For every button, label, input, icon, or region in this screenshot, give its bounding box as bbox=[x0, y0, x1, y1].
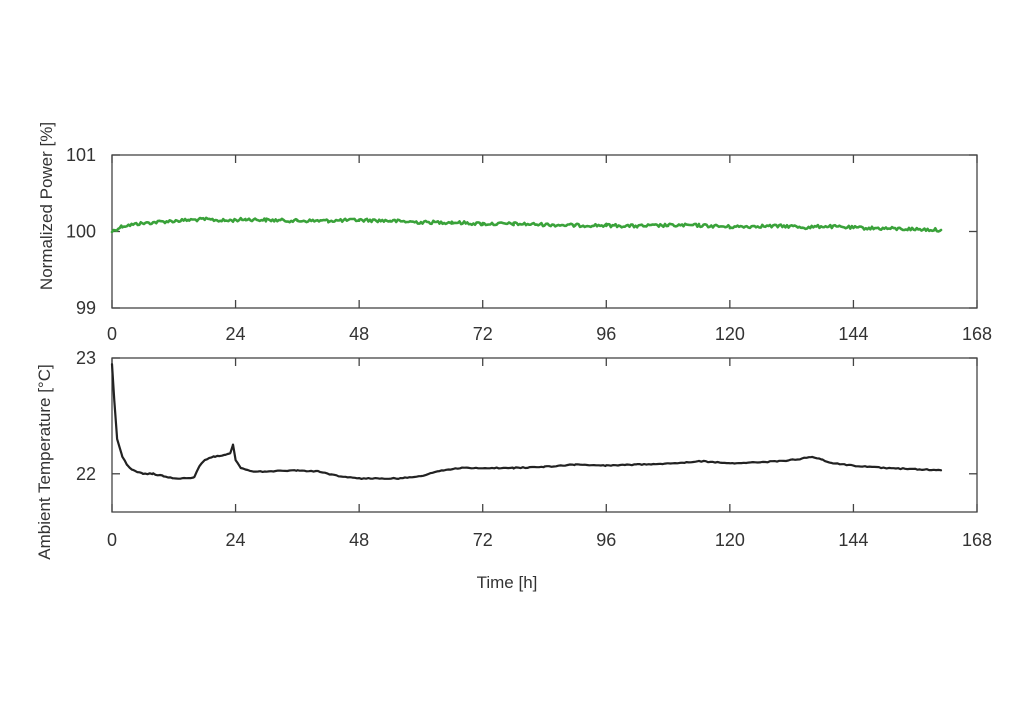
temperature-x-tick-label: 144 bbox=[838, 530, 868, 550]
temperature-y-tick-label: 22 bbox=[76, 464, 96, 484]
temperature-y-tick-label: 23 bbox=[76, 348, 96, 368]
power-x-tick-label: 48 bbox=[349, 324, 369, 344]
power-plot-frame bbox=[111, 154, 978, 309]
temperature-x-tick-label: 96 bbox=[596, 530, 616, 550]
temperature-x-tick-label: 72 bbox=[473, 530, 493, 550]
power-x-tick-label: 0 bbox=[107, 324, 117, 344]
power-x-tick-label: 72 bbox=[473, 324, 493, 344]
temperature-axis-label: Ambient Temperature [°C] bbox=[35, 364, 54, 559]
time-axis-label: Time [h] bbox=[477, 573, 538, 592]
power-series-line bbox=[110, 216, 943, 234]
temperature-series-line bbox=[110, 363, 943, 480]
power-y-tick-label: 101 bbox=[66, 145, 96, 165]
power-x-tick-label: 144 bbox=[838, 324, 868, 344]
power-y-tick-label: 100 bbox=[66, 222, 96, 242]
temperature-plot-frame bbox=[111, 357, 978, 513]
temperature-x-tick-label: 48 bbox=[349, 530, 369, 550]
power-y-tick-label: 99 bbox=[76, 298, 96, 318]
temperature-panel: 0 24 48 72 96 120 144 168 22 23 bbox=[76, 348, 992, 550]
power-x-tick-label: 168 bbox=[962, 324, 992, 344]
power-axis-label: Normalized Power [%] bbox=[37, 122, 56, 290]
temperature-x-tick-label: 168 bbox=[962, 530, 992, 550]
power-x-tick-label: 120 bbox=[715, 324, 745, 344]
temperature-x-tick-label: 120 bbox=[715, 530, 745, 550]
temperature-x-tick-label: 24 bbox=[226, 530, 246, 550]
power-panel: 0 24 48 72 96 120 144 168 99 100 101 bbox=[66, 145, 992, 344]
temperature-x-tick-label: 0 bbox=[107, 530, 117, 550]
power-x-tick-label: 24 bbox=[226, 324, 246, 344]
power-x-tick-label: 96 bbox=[596, 324, 616, 344]
